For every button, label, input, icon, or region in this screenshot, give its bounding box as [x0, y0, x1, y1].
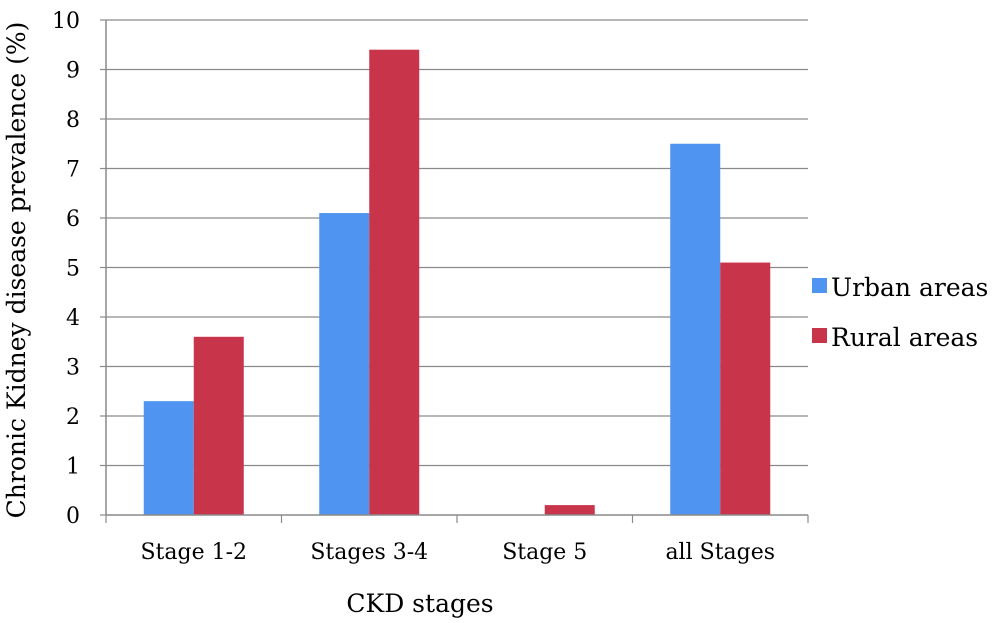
legend: Urban areas Rural areas: [812, 273, 988, 352]
x-tick-label: Stage 5: [502, 540, 587, 565]
y-tick-label: 6: [66, 207, 80, 232]
x-axis-title: CKD stages: [346, 589, 493, 618]
y-tick-label: 3: [66, 356, 80, 381]
bar-urban-areas-stage-1-2: [143, 401, 194, 515]
y-tick-label: 2: [66, 405, 80, 430]
y-tick-label: 0: [66, 504, 80, 529]
x-tick-labels: Stage 1-2 Stages 3-4 Stage 5 all Stages: [140, 540, 775, 565]
axes: [105, 20, 809, 523]
bar-rural-areas-stage-1-2: [193, 336, 244, 515]
legend-label: Urban areas: [831, 273, 988, 302]
legend-label: Rural areas: [831, 323, 978, 352]
x-tick-label: Stages 3-4: [310, 540, 428, 565]
y-tick-label: 9: [66, 59, 80, 84]
legend-swatch: [812, 328, 827, 343]
y-tick-label: 8: [66, 108, 80, 133]
y-axis-title: Chronic Kidney disease prevalence (%): [2, 22, 31, 519]
y-tick-label: 7: [66, 158, 80, 183]
y-tick-label: 4: [66, 306, 80, 331]
y-tick-label: 1: [66, 455, 80, 480]
bar-rural-areas-stages-3-4: [369, 49, 420, 515]
bar-rural-areas-stage-5: [544, 505, 595, 515]
x-tick-label: Stage 1-2: [140, 540, 247, 565]
y-tick-label: 5: [66, 257, 80, 282]
bar-urban-areas-all-stages: [670, 143, 721, 515]
bar-urban-areas-stages-3-4: [319, 213, 370, 516]
bars: [143, 49, 771, 516]
x-tick-label: all Stages: [665, 540, 775, 565]
y-tick-labels: 0 1 2 3 4 5 6 7 8 9 10: [52, 9, 80, 529]
legend-swatch: [812, 278, 827, 293]
y-tick-label: 10: [52, 9, 80, 34]
bar-rural-areas-all-stages: [720, 262, 771, 515]
